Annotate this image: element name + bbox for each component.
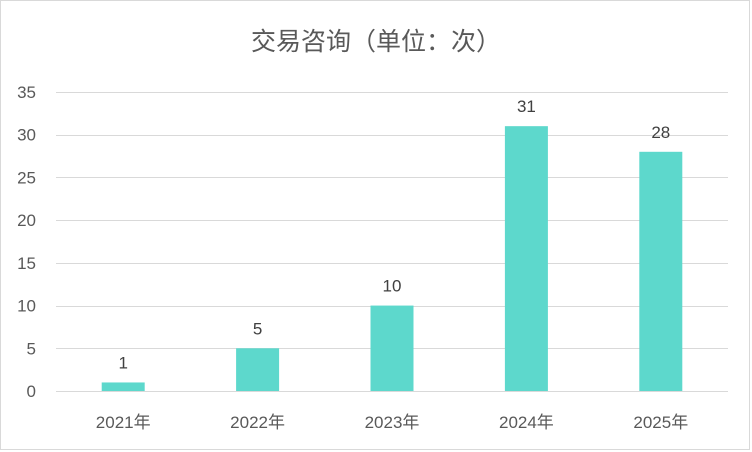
data-label: 10: [383, 277, 402, 296]
bar: [370, 305, 414, 391]
data-label: 31: [517, 97, 536, 116]
y-axis: 0 5 10 15 20 25 30 35: [17, 83, 36, 401]
bar: [101, 382, 145, 391]
y-tick-label: 35: [17, 83, 36, 102]
x-tick-label: 2025年: [633, 413, 688, 432]
x-tick-label: 2022年: [230, 413, 285, 432]
data-label: 5: [253, 319, 262, 338]
y-tick-label: 20: [17, 211, 36, 230]
bars: [101, 126, 683, 392]
data-label: 1: [118, 353, 127, 372]
bar: [639, 151, 683, 391]
y-tick-label: 25: [17, 168, 36, 187]
data-label: 28: [651, 123, 670, 142]
y-tick-label: 30: [17, 126, 36, 145]
x-tick-label: 2023年: [365, 413, 420, 432]
y-tick-label: 15: [17, 254, 36, 273]
y-tick-label: 10: [17, 297, 36, 316]
bar: [236, 348, 280, 391]
y-tick-label: 0: [27, 382, 36, 401]
data-labels: 1 5 10 31 28: [118, 97, 670, 372]
bar: [504, 126, 548, 392]
x-tick-label: 2021年: [96, 413, 151, 432]
x-tick-label: 2024年: [499, 413, 554, 432]
chart-title: 交易咨询（单位：次）: [250, 27, 501, 56]
x-axis: 2021年 2022年 2023年 2024年 2025年: [96, 413, 688, 432]
y-tick-label: 5: [27, 339, 36, 358]
